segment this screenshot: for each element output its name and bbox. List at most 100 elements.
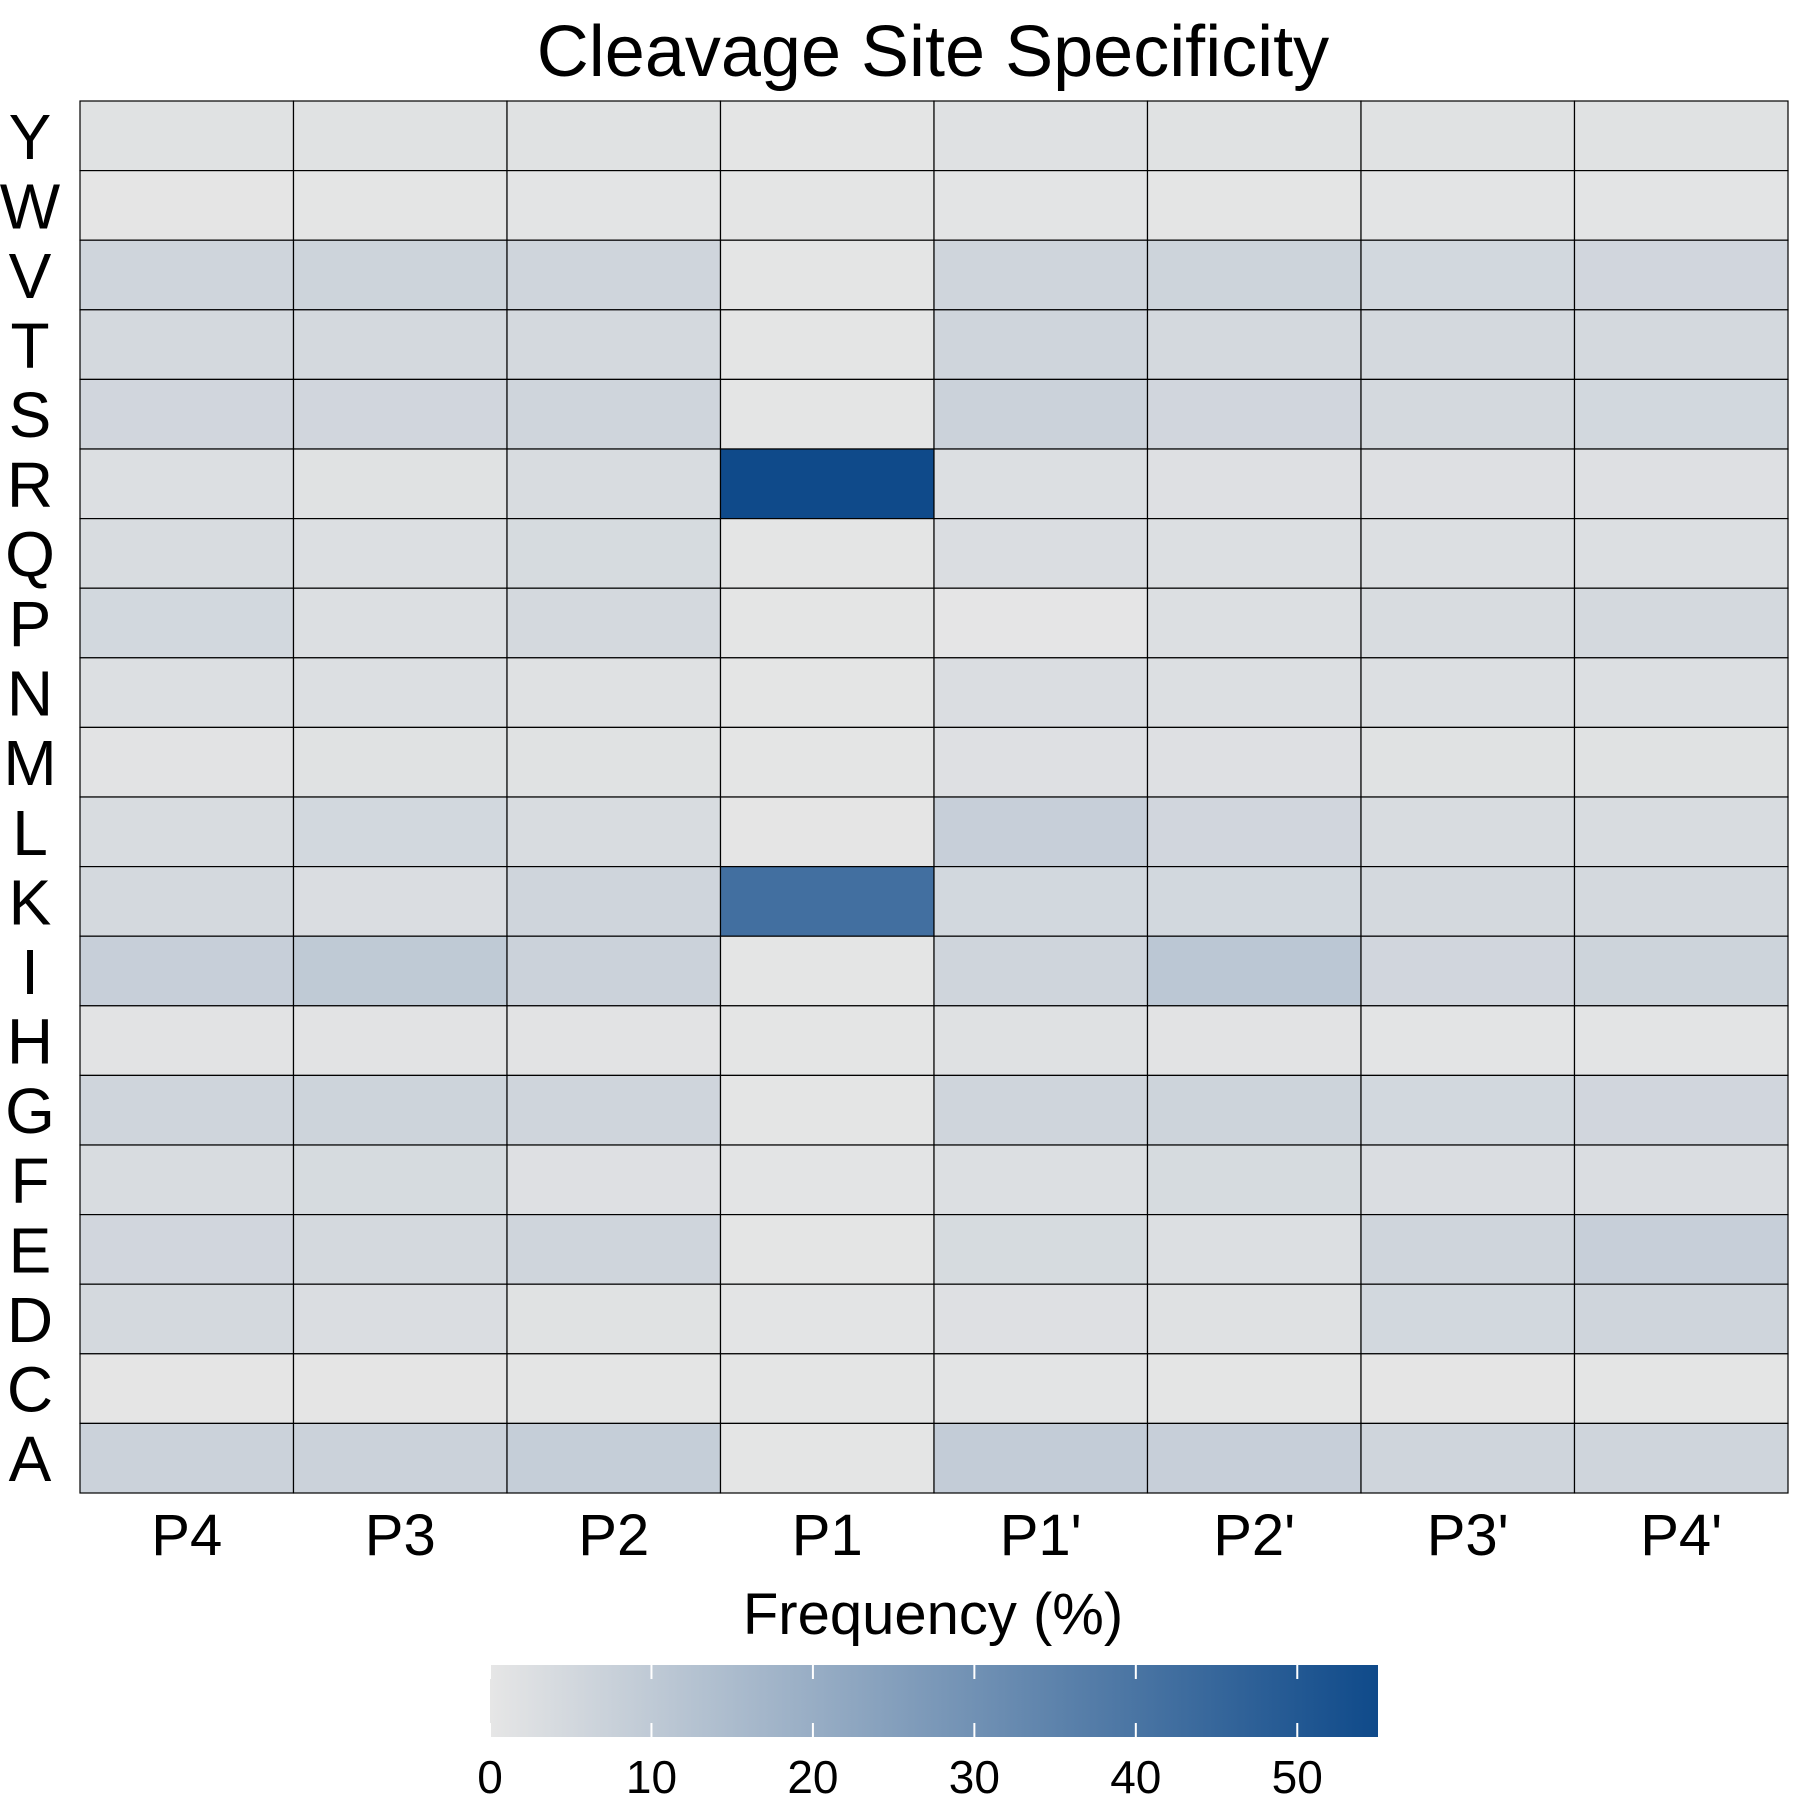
heatmap-cell-P-P4 (79, 587, 295, 659)
heatmap-cell-H-P1 (719, 1005, 935, 1076)
heatmap-cell-A-P2 (506, 1422, 722, 1494)
heatmap-cell-M-P3 (292, 726, 508, 798)
heatmap-cell-L-P4 (79, 796, 295, 868)
colorbar-tick-label: 40 (1110, 1751, 1161, 1800)
heatmap-cell-D-P3' (1360, 1283, 1576, 1355)
x-tick-label: P2 (578, 1503, 649, 1568)
heatmap-cell-I-P4' (1573, 935, 1789, 1007)
heatmap-cell-S-P1 (719, 378, 935, 450)
y-tick-label: C (7, 1354, 53, 1426)
chart-title: Cleavage Site Specificity (537, 12, 1329, 92)
y-tick-label: V (9, 240, 52, 312)
colorbar (490, 1665, 1378, 1737)
heatmap-cell-F-P2 (506, 1144, 722, 1216)
heatmap-cell-G-P2 (506, 1074, 722, 1146)
heatmap-cell-P-P2' (1146, 587, 1362, 659)
x-axis-tick-labels: P4 P3 P2 P1 P1' P2' P3' P4' (151, 1503, 1722, 1568)
heatmap-cell-F-P1' (933, 1144, 1149, 1216)
heatmap-cell-T-P3' (1360, 309, 1576, 380)
heatmap-cell-N-P3 (292, 657, 508, 728)
heatmap-cell-Y-P4' (1573, 100, 1789, 172)
heatmap-cell-R-P3' (1360, 448, 1576, 520)
y-tick-label: N (7, 658, 53, 730)
heatmap-cell-W-P1' (933, 170, 1149, 241)
heatmap-cell-V-P4 (79, 239, 295, 311)
x-tick-label: P3' (1427, 1503, 1509, 1568)
y-tick-label: L (12, 797, 48, 869)
heatmap-cell-L-P1' (933, 796, 1149, 868)
heatmap-cell-V-P3' (1360, 239, 1576, 311)
heatmap-cell-S-P2' (1146, 378, 1362, 450)
heatmap-cell-A-P1' (933, 1422, 1149, 1494)
heatmap-cell-H-P4 (79, 1005, 295, 1076)
heatmap-cell-W-P4 (79, 170, 295, 241)
heatmap-cell-H-P2' (1146, 1005, 1362, 1076)
heatmap-cell-E-P3' (1360, 1213, 1576, 1285)
heatmap-cell-F-P3' (1360, 1144, 1576, 1216)
heatmap-cell-M-P1 (719, 726, 935, 798)
heatmap-cell-V-P4' (1573, 239, 1789, 311)
heatmap-cell-T-P2 (506, 309, 722, 380)
heatmap-cell-T-P1 (719, 309, 935, 380)
heatmap-cell-K-P3' (1360, 865, 1576, 937)
heatmap-cell-C-P2 (506, 1353, 722, 1425)
heatmap-cell-Q-P4' (1573, 517, 1789, 589)
heatmap-cell-D-P1' (933, 1283, 1149, 1355)
y-tick-label: T (10, 310, 49, 382)
heatmap-cell-C-P2' (1146, 1353, 1362, 1425)
y-tick-label: H (7, 1006, 53, 1078)
y-tick-label: W (0, 170, 61, 242)
heatmap-cell-K-P2 (506, 865, 722, 937)
heatmap-cell-Q-P2 (506, 517, 722, 589)
heatmap-cell-F-P2' (1146, 1144, 1362, 1216)
heatmap-cell-S-P4 (79, 378, 295, 450)
heatmap-cell-W-P1 (719, 170, 935, 241)
y-tick-label: P (9, 588, 52, 660)
heatmap-cell-D-P3 (292, 1283, 508, 1355)
heatmap-cell-P-P1' (933, 587, 1149, 659)
heatmap-cell-W-P3' (1360, 170, 1576, 241)
colorbar-tick-label: 0 (477, 1751, 503, 1800)
heatmap-cell-M-P2 (506, 726, 722, 798)
heatmap-cell-R-P1 (719, 448, 935, 520)
heatmap-cell-K-P1 (719, 865, 935, 937)
heatmap-cell-P-P4' (1573, 587, 1789, 659)
heatmap-cell-S-P3' (1360, 378, 1576, 450)
colorbar-tick-label: 10 (626, 1751, 677, 1800)
heatmap-cell-P-P3 (292, 587, 508, 659)
heatmap-cell-C-P4 (79, 1353, 295, 1425)
heatmap-cell-E-P2' (1146, 1213, 1362, 1285)
heatmap-cell-F-P1 (719, 1144, 935, 1216)
y-tick-label: M (3, 727, 56, 799)
heatmap-cell-I-P1' (933, 935, 1149, 1007)
heatmap-cell-G-P1 (719, 1074, 935, 1146)
heatmap-cell-D-P4' (1573, 1283, 1789, 1355)
heatmap-cell-N-P1 (719, 657, 935, 728)
heatmap-cell-N-P4' (1573, 657, 1789, 728)
heatmap-cell-S-P2 (506, 378, 722, 450)
x-tick-label: P4' (1640, 1503, 1722, 1568)
heatmap-cell-I-P2 (506, 935, 722, 1007)
heatmap-cell-V-P1 (719, 239, 935, 311)
x-tick-label: P4 (151, 1503, 222, 1568)
heatmap-cell-I-P3' (1360, 935, 1576, 1007)
heatmap-cell-G-P2' (1146, 1074, 1362, 1146)
heatmap-cell-S-P3 (292, 378, 508, 450)
heatmap-cell-C-P3' (1360, 1353, 1576, 1425)
colorbar-tick-label: 30 (949, 1751, 1000, 1800)
heatmap-cell-A-P4 (79, 1422, 295, 1494)
heatmap-cell-D-P2' (1146, 1283, 1362, 1355)
heatmap-cell-K-P4 (79, 865, 295, 937)
heatmap-cell-M-P4 (79, 726, 295, 798)
heatmap-cell-K-P2' (1146, 865, 1362, 937)
heatmap-cell-V-P2 (506, 239, 722, 311)
heatmap-cell-Q-P3' (1360, 517, 1576, 589)
heatmap-cell-I-P4 (79, 935, 295, 1007)
heatmap-cell-R-P1' (933, 448, 1149, 520)
heatmap-cell-E-P1 (719, 1213, 935, 1285)
heatmap-cell-Q-P1' (933, 517, 1149, 589)
heatmap-cell-M-P1' (933, 726, 1149, 798)
y-tick-label: F (10, 1145, 49, 1217)
